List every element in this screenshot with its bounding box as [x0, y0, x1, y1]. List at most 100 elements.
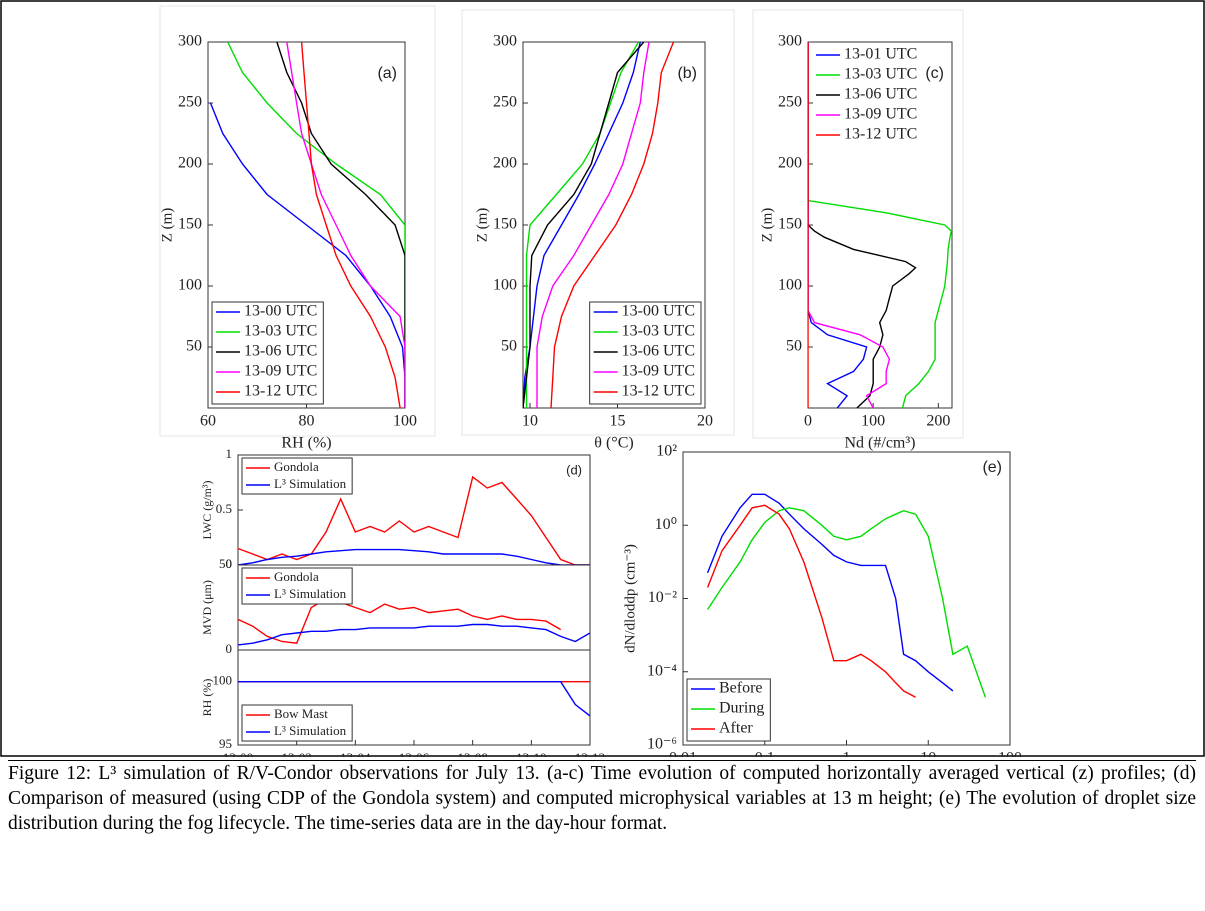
- legend-label: 13-12 UTC: [244, 383, 317, 400]
- legend: 13-01 UTC 13-03 UTC 13-06 UTC 13-09 UTC 13-1…: [816, 46, 917, 143]
- y-tick-label: 0: [226, 641, 233, 656]
- legend-label: 13-03 UTC: [622, 323, 695, 340]
- panel-frame: [159, 5, 436, 437]
- legend-label: Before: [719, 680, 763, 697]
- x-tick-label: 0.1: [755, 750, 775, 757]
- x-tick-label: 13-00: [223, 750, 253, 757]
- legend-label: 13-09 UTC: [244, 363, 317, 380]
- legend-label: 13-06 UTC: [622, 343, 695, 360]
- y-tick-label: 10⁻⁶: [647, 736, 677, 753]
- x-tick-label: 200: [926, 413, 950, 430]
- series-line: [808, 42, 891, 408]
- legend-label: 13-09 UTC: [622, 363, 695, 380]
- legend-label: L³ Simulation: [274, 723, 347, 738]
- series-line: [525, 42, 640, 408]
- x-tick-label: 80: [299, 413, 315, 430]
- y-tick-label: 100: [493, 277, 517, 294]
- y-axis-label: Z (m): [759, 208, 775, 243]
- x-axis-label: θ (°C): [594, 435, 633, 452]
- y-axis-label: dN/dloddp (cm⁻³): [622, 544, 638, 653]
- x-tick-label: 20: [697, 413, 713, 430]
- legend-frame: [241, 457, 353, 495]
- legend-frame: [241, 704, 353, 742]
- panel-label: (d): [566, 462, 582, 477]
- y-tick-label: 1: [226, 446, 233, 461]
- series-line: [238, 475, 590, 565]
- x-tick-label: 0: [804, 413, 812, 430]
- y-tick-label: 50: [186, 338, 202, 355]
- series-line: [706, 504, 916, 698]
- y-tick-label: 0.5: [216, 501, 232, 516]
- x-tick-label: 10: [920, 750, 936, 757]
- series-line: [536, 42, 650, 408]
- y-axis-label: Z (m): [474, 208, 490, 243]
- legend: 13-00 UTC 13-03 UTC 13-06 UTC 13-09 UTC 13-1…: [589, 301, 702, 405]
- y-tick-label: 200: [493, 155, 517, 172]
- y-tick-label: 150: [778, 216, 802, 233]
- y-axis-label: LWC (g/m³): [200, 480, 214, 539]
- y-tick-label: 0: [226, 556, 233, 571]
- y-tick-label: 50: [501, 338, 517, 355]
- x-tick-label: 1: [843, 750, 851, 757]
- plot-lines: [209, 42, 405, 408]
- x-tick-label: 13-04: [340, 750, 371, 757]
- y-tick-label: 250: [778, 94, 802, 111]
- panel-label: (a): [377, 65, 397, 82]
- legend-label: 13-12 UTC: [622, 383, 695, 400]
- caption: Figure 12: L³ simulation of R/V-Condor o…: [8, 760, 1196, 836]
- panel-frame: [752, 9, 964, 439]
- plot-lines: [238, 475, 590, 565]
- plot-lines: [523, 42, 675, 408]
- series-line: [227, 42, 405, 408]
- y-tick-label: 50: [786, 338, 802, 355]
- series-line: [808, 42, 868, 408]
- figure-border: [0, 0, 1205, 757]
- plot-lines: [238, 598, 590, 646]
- series-line: [238, 598, 562, 644]
- legend-label: 13-00 UTC: [244, 303, 317, 320]
- x-tick-label: 10: [522, 413, 538, 430]
- series-line: [209, 102, 405, 408]
- y-tick-label: 100: [778, 277, 802, 294]
- x-tick-label: 15: [610, 413, 626, 430]
- y-tick-label: 150: [493, 216, 517, 233]
- x-tick-label: 13-12: [575, 750, 605, 757]
- x-tick-label: 13-10: [516, 750, 546, 757]
- x-tick-label: 13-06: [399, 750, 430, 757]
- y-tick-label: 200: [178, 155, 202, 172]
- y-tick-label: 150: [178, 216, 202, 233]
- series-line: [276, 42, 405, 408]
- legend: Before During After: [686, 678, 771, 742]
- y-tick-label: 250: [493, 94, 517, 111]
- plot-lines: [706, 493, 987, 698]
- y-tick-label: 250: [178, 94, 202, 111]
- legend-label: After: [719, 720, 753, 737]
- x-tick-label: 0.01: [669, 750, 697, 757]
- legend-frame: [211, 301, 324, 405]
- x-tick-label: 100: [998, 750, 1022, 757]
- y-tick-label: 300: [778, 33, 802, 50]
- legend-label: During: [719, 700, 764, 717]
- y-tick-label: 10²: [656, 443, 677, 460]
- legend-frame: [241, 567, 353, 605]
- x-axis-label: RH (%): [281, 435, 331, 452]
- y-tick-label: 300: [178, 33, 202, 50]
- panel-label: (c): [925, 65, 944, 82]
- y-axis-label: RH (%): [200, 679, 214, 717]
- x-tick-label: 13-08: [457, 750, 487, 757]
- legend-label: Bow Mast: [274, 706, 328, 721]
- series-line: [238, 623, 590, 646]
- legend-label: Gondola: [274, 569, 319, 584]
- y-tick-label: 95: [219, 736, 232, 751]
- series-line: [286, 42, 405, 408]
- panel-label: (e): [982, 459, 1002, 476]
- panel-frame: [461, 9, 735, 436]
- x-tick-label: 60: [200, 413, 216, 430]
- legend-label: L³ Simulation: [274, 476, 347, 491]
- x-tick-label: 13-02: [281, 750, 311, 757]
- series-line: [707, 507, 987, 698]
- x-axis-label: Nd (#/cm³): [845, 435, 916, 452]
- legend: Gondola L³ Simulation: [241, 457, 353, 495]
